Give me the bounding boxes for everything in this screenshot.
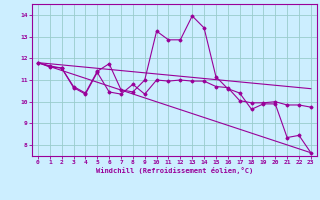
X-axis label: Windchill (Refroidissement éolien,°C): Windchill (Refroidissement éolien,°C) — [96, 167, 253, 174]
